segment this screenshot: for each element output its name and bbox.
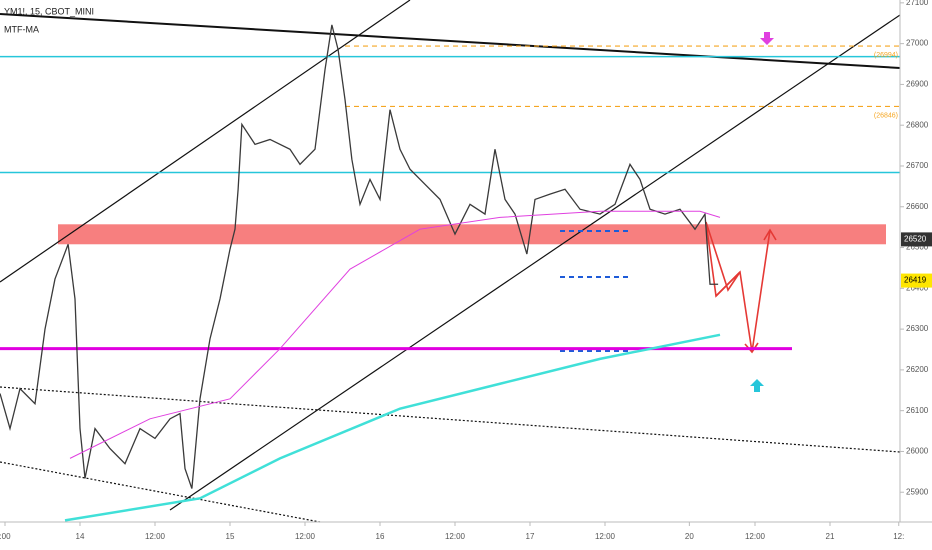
arrow-head bbox=[744, 342, 759, 354]
y-tick-label: 27000 bbox=[906, 39, 929, 48]
y-tick-label: 26900 bbox=[906, 80, 929, 89]
x-tick-label: 20 bbox=[685, 532, 694, 541]
x-tick-label: 17 bbox=[526, 532, 535, 541]
up-marker bbox=[750, 379, 764, 392]
level-label: (26994) bbox=[874, 52, 898, 59]
x-tick-label: 12:00 bbox=[745, 532, 766, 541]
arrow-head bbox=[763, 228, 777, 241]
y-tick-label: 26000 bbox=[906, 447, 929, 456]
y-tick-label: 27100 bbox=[906, 0, 929, 7]
y-tick-label: 26400 bbox=[906, 283, 929, 292]
y-tick-label: 26600 bbox=[906, 202, 929, 211]
price-line bbox=[0, 24, 719, 489]
price-badge bbox=[901, 232, 932, 247]
x-tick-label: :00 bbox=[0, 532, 11, 541]
y-tick-label: 26700 bbox=[906, 161, 929, 170]
resistance-zone bbox=[58, 224, 886, 245]
price-badge-label: 26520 bbox=[904, 234, 927, 243]
plot: (26994) (26846) bbox=[0, 0, 901, 523]
x-tick-label: 15 bbox=[226, 532, 235, 541]
price-badge-label: 26419 bbox=[904, 276, 927, 285]
channel-line bbox=[0, 0, 411, 283]
x-tick-label: 21 bbox=[826, 532, 835, 541]
x-tick-label: 12: bbox=[893, 532, 904, 541]
y-tick-label: 25900 bbox=[906, 487, 929, 496]
moving-average bbox=[69, 210, 721, 459]
down-marker bbox=[760, 32, 774, 45]
x-tick-label: 12:00 bbox=[445, 532, 466, 541]
x-tick-label: 12:00 bbox=[295, 532, 316, 541]
price-badge bbox=[901, 273, 932, 288]
x-tick-label: 16 bbox=[376, 532, 385, 541]
channel-line bbox=[169, 14, 901, 511]
x-tick-label: 12:00 bbox=[145, 532, 166, 541]
x-tick-label: 12:00 bbox=[595, 532, 616, 541]
y-tick-label: 26300 bbox=[906, 324, 929, 333]
x-tick-label: 14 bbox=[76, 532, 85, 541]
y-tick-label: 26100 bbox=[906, 406, 929, 415]
y-tick-label: 26800 bbox=[906, 120, 929, 129]
trend-line bbox=[0, 13, 901, 69]
indicator-name: MTF-MA bbox=[4, 24, 39, 34]
projection-arrow bbox=[715, 229, 771, 353]
y-tick-label: 26200 bbox=[906, 365, 929, 374]
chart-title: YM1!, 15, CBOT_MINI bbox=[4, 6, 94, 16]
level-label: (26846) bbox=[874, 112, 898, 119]
moving-average bbox=[64, 333, 721, 522]
y-tick-label: 26500 bbox=[906, 243, 929, 252]
